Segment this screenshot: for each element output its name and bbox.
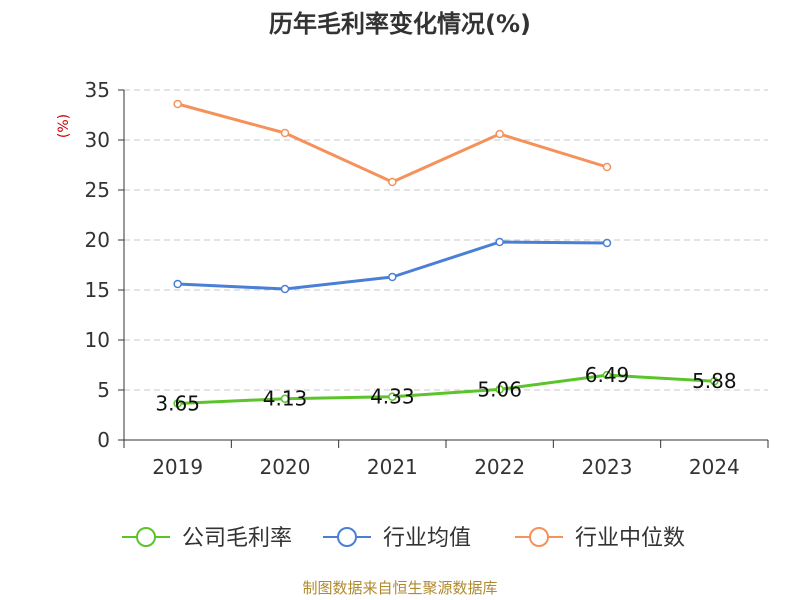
legend-item-0[interactable]: 公司毛利率: [122, 526, 292, 551]
legend-marker: [529, 527, 549, 547]
data-point: [495, 385, 504, 394]
data-point: [495, 129, 504, 139]
legend[interactable]: 公司毛利率 行业均值 行业中位数: [122, 526, 685, 551]
axes: [118, 89, 769, 448]
x-tick-label: 2023: [582, 455, 633, 479]
legend-marker: [136, 527, 156, 547]
y-axis-unit: (%): [56, 114, 72, 138]
chart-title: 历年毛利率变化情况(%): [269, 10, 531, 38]
data-point: [602, 370, 612, 380]
legend-label: 行业均值: [383, 526, 471, 551]
data-point: [602, 162, 612, 172]
data-point: [173, 99, 182, 109]
data-label: 5.06: [477, 377, 522, 401]
data-label: 6.49: [585, 363, 630, 387]
x-tick-label: 2021: [367, 455, 418, 479]
data-point: [388, 177, 397, 187]
series-line-2: [177, 102, 608, 184]
y-tick-labels: 0 5 10 15 20 25 30 35: [85, 78, 110, 452]
data-point: [280, 394, 290, 403]
data-point: [602, 238, 612, 248]
legend-item-1[interactable]: 行业均值: [323, 526, 471, 551]
y-tick-label: 35: [85, 78, 110, 102]
data-point: [280, 284, 290, 294]
data-point: [710, 376, 719, 386]
y-tick-label: 0: [97, 428, 110, 452]
data-point: [388, 272, 397, 282]
x-tick-label: 2022: [474, 455, 525, 479]
data-point: [495, 237, 504, 247]
legend-marker: [337, 527, 357, 547]
data-point: [173, 279, 182, 289]
y-tick-label: 15: [85, 278, 110, 302]
source-note: 制图数据来自恒生聚源数据库: [302, 579, 497, 597]
series-line-1: [177, 240, 608, 291]
y-tick-label: 30: [85, 128, 110, 152]
x-tick-label: 2020: [260, 455, 311, 479]
data-label: 5.88: [692, 369, 737, 393]
y-tick-label: 25: [85, 178, 110, 202]
y-tick-label: 20: [85, 228, 110, 252]
legend-item-2[interactable]: 行业中位数: [515, 526, 685, 551]
series-line-0: [177, 373, 715, 405]
data-label: 4.33: [370, 385, 415, 409]
legend-label: 行业中位数: [575, 526, 685, 551]
data-label: 4.13: [263, 387, 308, 411]
x-tick-label: 2019: [152, 455, 203, 479]
series-layer: [173, 99, 719, 408]
y-tick-label: 10: [85, 328, 110, 352]
data-point: [280, 128, 290, 138]
legend-label: 公司毛利率: [182, 526, 292, 551]
x-tick-labels: 2019 2020 2021 2022 2023 2024: [152, 455, 740, 479]
data-label: 3.65: [155, 392, 200, 416]
data-point: [173, 399, 182, 408]
data-point: [388, 392, 397, 401]
y-tick-label: 5: [97, 378, 110, 402]
grid-lines: [124, 89, 768, 391]
x-tick-label: 2024: [689, 455, 740, 479]
data-labels: 3.65 4.13 4.33 5.06 6.49 5.88: [155, 363, 736, 415]
